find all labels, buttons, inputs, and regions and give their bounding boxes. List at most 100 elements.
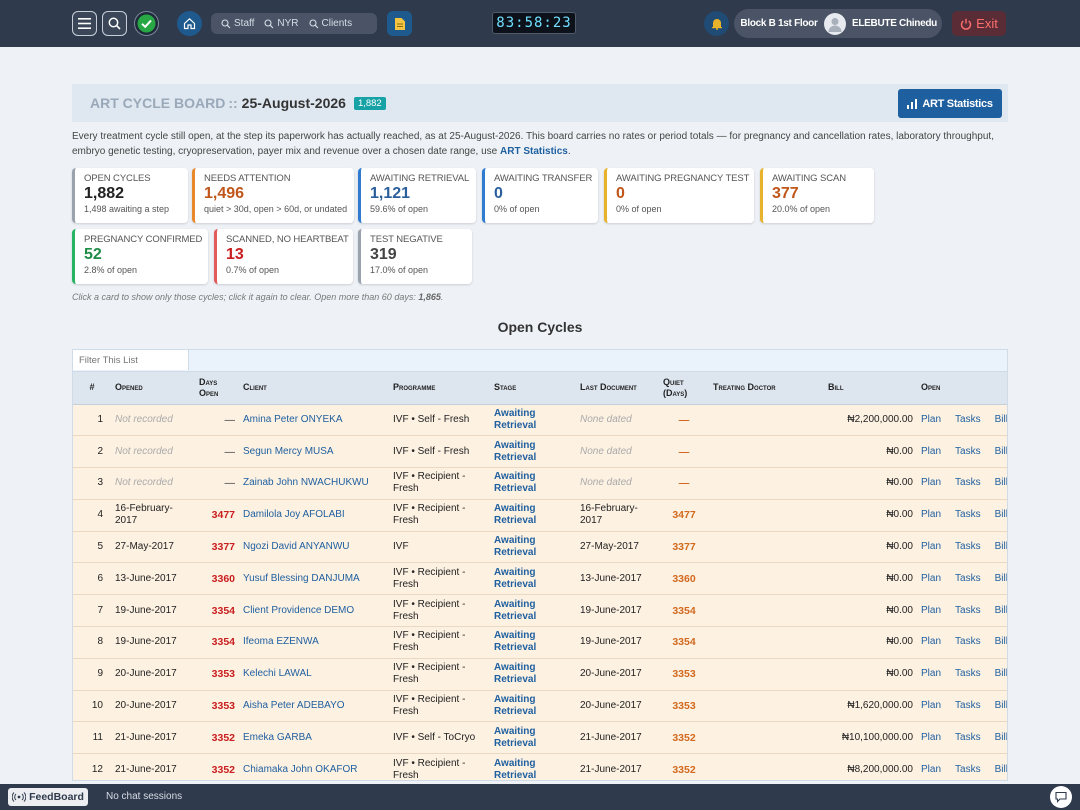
art-statistics-button[interactable]: ART Statistics [898, 89, 1002, 118]
tasks-link[interactable]: Tasks [955, 668, 981, 680]
table-row[interactable]: 3 Not recorded — Zainab John NWACHUKWU IVF •… [73, 467, 1008, 500]
tasks-link[interactable]: Tasks [955, 731, 981, 743]
plan-link[interactable]: Plan [921, 445, 942, 457]
client-link[interactable]: Client Providence DEMO [239, 594, 389, 628]
status-check-icon[interactable] [134, 11, 159, 36]
plan-link[interactable]: Plan [921, 668, 942, 680]
stat-card[interactable]: AWAITING SCAN 377 20.0% of open [760, 168, 874, 223]
home-icon[interactable] [177, 11, 202, 36]
column-header[interactable]: Stage [490, 372, 576, 405]
stage[interactable]: Awaiting Retrieval [490, 562, 576, 596]
client-link[interactable]: Damilola Joy AFOLABI [239, 499, 389, 532]
stat-card[interactable]: SCANNED, NO HEARTBEAT 13 0.7% of open [214, 229, 353, 284]
menu-icon[interactable] [72, 11, 97, 36]
client-link[interactable]: Ngozi David ANYANWU [239, 531, 389, 564]
chat-icon[interactable] [1050, 786, 1072, 808]
tasks-link[interactable]: Tasks [955, 636, 981, 648]
bill-link[interactable]: Bill [994, 509, 1008, 521]
search-icon[interactable] [102, 11, 127, 36]
bill-link[interactable]: Bill [994, 636, 1008, 648]
client-link[interactable]: Emeka GARBA [239, 721, 389, 755]
tasks-link[interactable]: Tasks [955, 604, 981, 616]
bill-link[interactable]: Bill [994, 731, 1008, 743]
stage[interactable]: Awaiting Retrieval [490, 690, 576, 723]
stage[interactable]: Awaiting Retrieval [490, 721, 576, 755]
plan-link[interactable]: Plan [921, 604, 942, 616]
tasks-link[interactable]: Tasks [955, 541, 981, 553]
plan-link[interactable]: Plan [921, 541, 942, 553]
bill-link[interactable]: Bill [994, 541, 1008, 553]
location-user-pill[interactable]: Block B 1st Floor ELEBUTE Chinedu [734, 9, 942, 38]
tasks-link[interactable]: Tasks [955, 763, 981, 775]
stage[interactable]: Awaiting Retrieval [490, 594, 576, 628]
stage[interactable]: Awaiting Retrieval [490, 435, 576, 469]
plan-link[interactable]: Plan [921, 477, 942, 489]
stage[interactable]: Awaiting Retrieval [490, 531, 576, 564]
stage[interactable]: Awaiting Retrieval [490, 499, 576, 532]
tasks-link[interactable]: Tasks [955, 477, 981, 489]
plan-link[interactable]: Plan [921, 413, 942, 425]
client-link[interactable]: Ifeoma EZENWA [239, 626, 389, 659]
bill-link[interactable]: Bill [994, 572, 1008, 584]
client-link[interactable]: Zainab John NWACHUKWU [239, 467, 389, 500]
column-header[interactable]: Opened [111, 372, 195, 405]
tasks-link[interactable]: Tasks [955, 413, 981, 425]
tasks-link[interactable]: Tasks [955, 445, 981, 457]
stat-card[interactable]: OPEN CYCLES 1,882 1,498 awaiting a step [72, 168, 188, 223]
stat-card[interactable]: AWAITING PREGNANCY TEST 0 0% of open [604, 168, 754, 223]
exit-button[interactable]: Exit [952, 11, 1006, 36]
stage[interactable]: Awaiting Retrieval [490, 467, 576, 500]
table-row[interactable]: 5 27-May-2017 3377 Ngozi David ANYANWU IVF Aw… [73, 531, 1008, 564]
stage[interactable]: Awaiting Retrieval [490, 658, 576, 691]
stat-card[interactable]: AWAITING TRANSFER 0 0% of open [482, 168, 598, 223]
column-header[interactable]: Days Open [195, 372, 239, 405]
bill-link[interactable]: Bill [994, 763, 1008, 775]
stage[interactable]: Awaiting Retrieval [490, 404, 576, 437]
table-row[interactable]: 11 21-June-2017 3352 Emeka GARBA IVF • Self … [73, 721, 1008, 755]
column-header[interactable]: Bill [824, 372, 917, 405]
stat-card[interactable]: NEEDS ATTENTION 1,496 quiet > 30d, open > … [192, 168, 354, 223]
client-link[interactable]: Chiamaka John OKAFOR [239, 753, 389, 780]
tasks-link[interactable]: Tasks [955, 700, 981, 712]
plan-link[interactable]: Plan [921, 509, 942, 521]
tasks-link[interactable]: Tasks [955, 509, 981, 521]
stat-card[interactable]: AWAITING RETRIEVAL 1,121 59.6% of open [358, 168, 476, 223]
stat-card[interactable]: TEST NEGATIVE 319 17.0% of open [358, 229, 472, 284]
document-icon[interactable] [387, 11, 412, 36]
art-statistics-link[interactable]: ART Statistics [500, 146, 568, 157]
plan-link[interactable]: Plan [921, 636, 942, 648]
client-link[interactable]: Segun Mercy MUSA [239, 435, 389, 469]
bill-link[interactable]: Bill [994, 700, 1008, 712]
table-row[interactable]: 6 13-June-2017 3360 Yusuf Blessing DANJUMA I… [73, 562, 1008, 596]
table-row[interactable]: 8 19-June-2017 3354 Ifeoma EZENWA IVF • Reci… [73, 626, 1008, 659]
client-link[interactable]: Aisha Peter ADEBAYO [239, 690, 389, 723]
table-row[interactable]: 2 Not recorded — Segun Mercy MUSA IVF • Self… [73, 435, 1008, 469]
table-row[interactable]: 12 21-June-2017 3352 Chiamaka John OKAFOR IV… [73, 753, 1008, 780]
bill-link[interactable]: Bill [994, 477, 1008, 489]
column-header[interactable]: Programme [389, 372, 490, 405]
column-header[interactable]: Last Document [576, 372, 659, 405]
table-row[interactable]: 4 16-February-2017 3477 Damilola Joy AFOLAB… [73, 499, 1008, 532]
column-header[interactable]: # [73, 372, 111, 405]
bill-link[interactable]: Bill [994, 413, 1008, 425]
table-row[interactable]: 10 20-June-2017 3353 Aisha Peter ADEBAYO IVF… [73, 690, 1008, 723]
bill-link[interactable]: Bill [994, 445, 1008, 457]
plan-link[interactable]: Plan [921, 572, 942, 584]
client-link[interactable]: Kelechi LAWAL [239, 658, 389, 691]
bill-link[interactable]: Bill [994, 668, 1008, 680]
table-row[interactable]: 9 20-June-2017 3353 Kelechi LAWAL IVF • Reci… [73, 658, 1008, 691]
table-row[interactable]: 7 19-June-2017 3354 Client Providence DEMO I… [73, 594, 1007, 628]
column-header[interactable]: Quiet (Days) [659, 372, 709, 405]
feedboard-button[interactable]: FeedBoard [8, 788, 88, 806]
stage[interactable]: Awaiting Retrieval [490, 626, 576, 659]
stage[interactable]: Awaiting Retrieval [490, 753, 576, 780]
column-header[interactable]: Client [239, 372, 389, 405]
plan-link[interactable]: Plan [921, 700, 942, 712]
column-header[interactable]: Treating Doctor [709, 372, 824, 405]
client-link[interactable]: Amina Peter ONYEKA [239, 404, 389, 437]
tasks-link[interactable]: Tasks [955, 572, 981, 584]
client-link[interactable]: Yusuf Blessing DANJUMA [239, 562, 389, 596]
filter-input[interactable] [73, 350, 189, 370]
quick-search-nyr[interactable]: NYR [264, 18, 299, 29]
quick-search-clients[interactable]: Clients [308, 18, 352, 29]
